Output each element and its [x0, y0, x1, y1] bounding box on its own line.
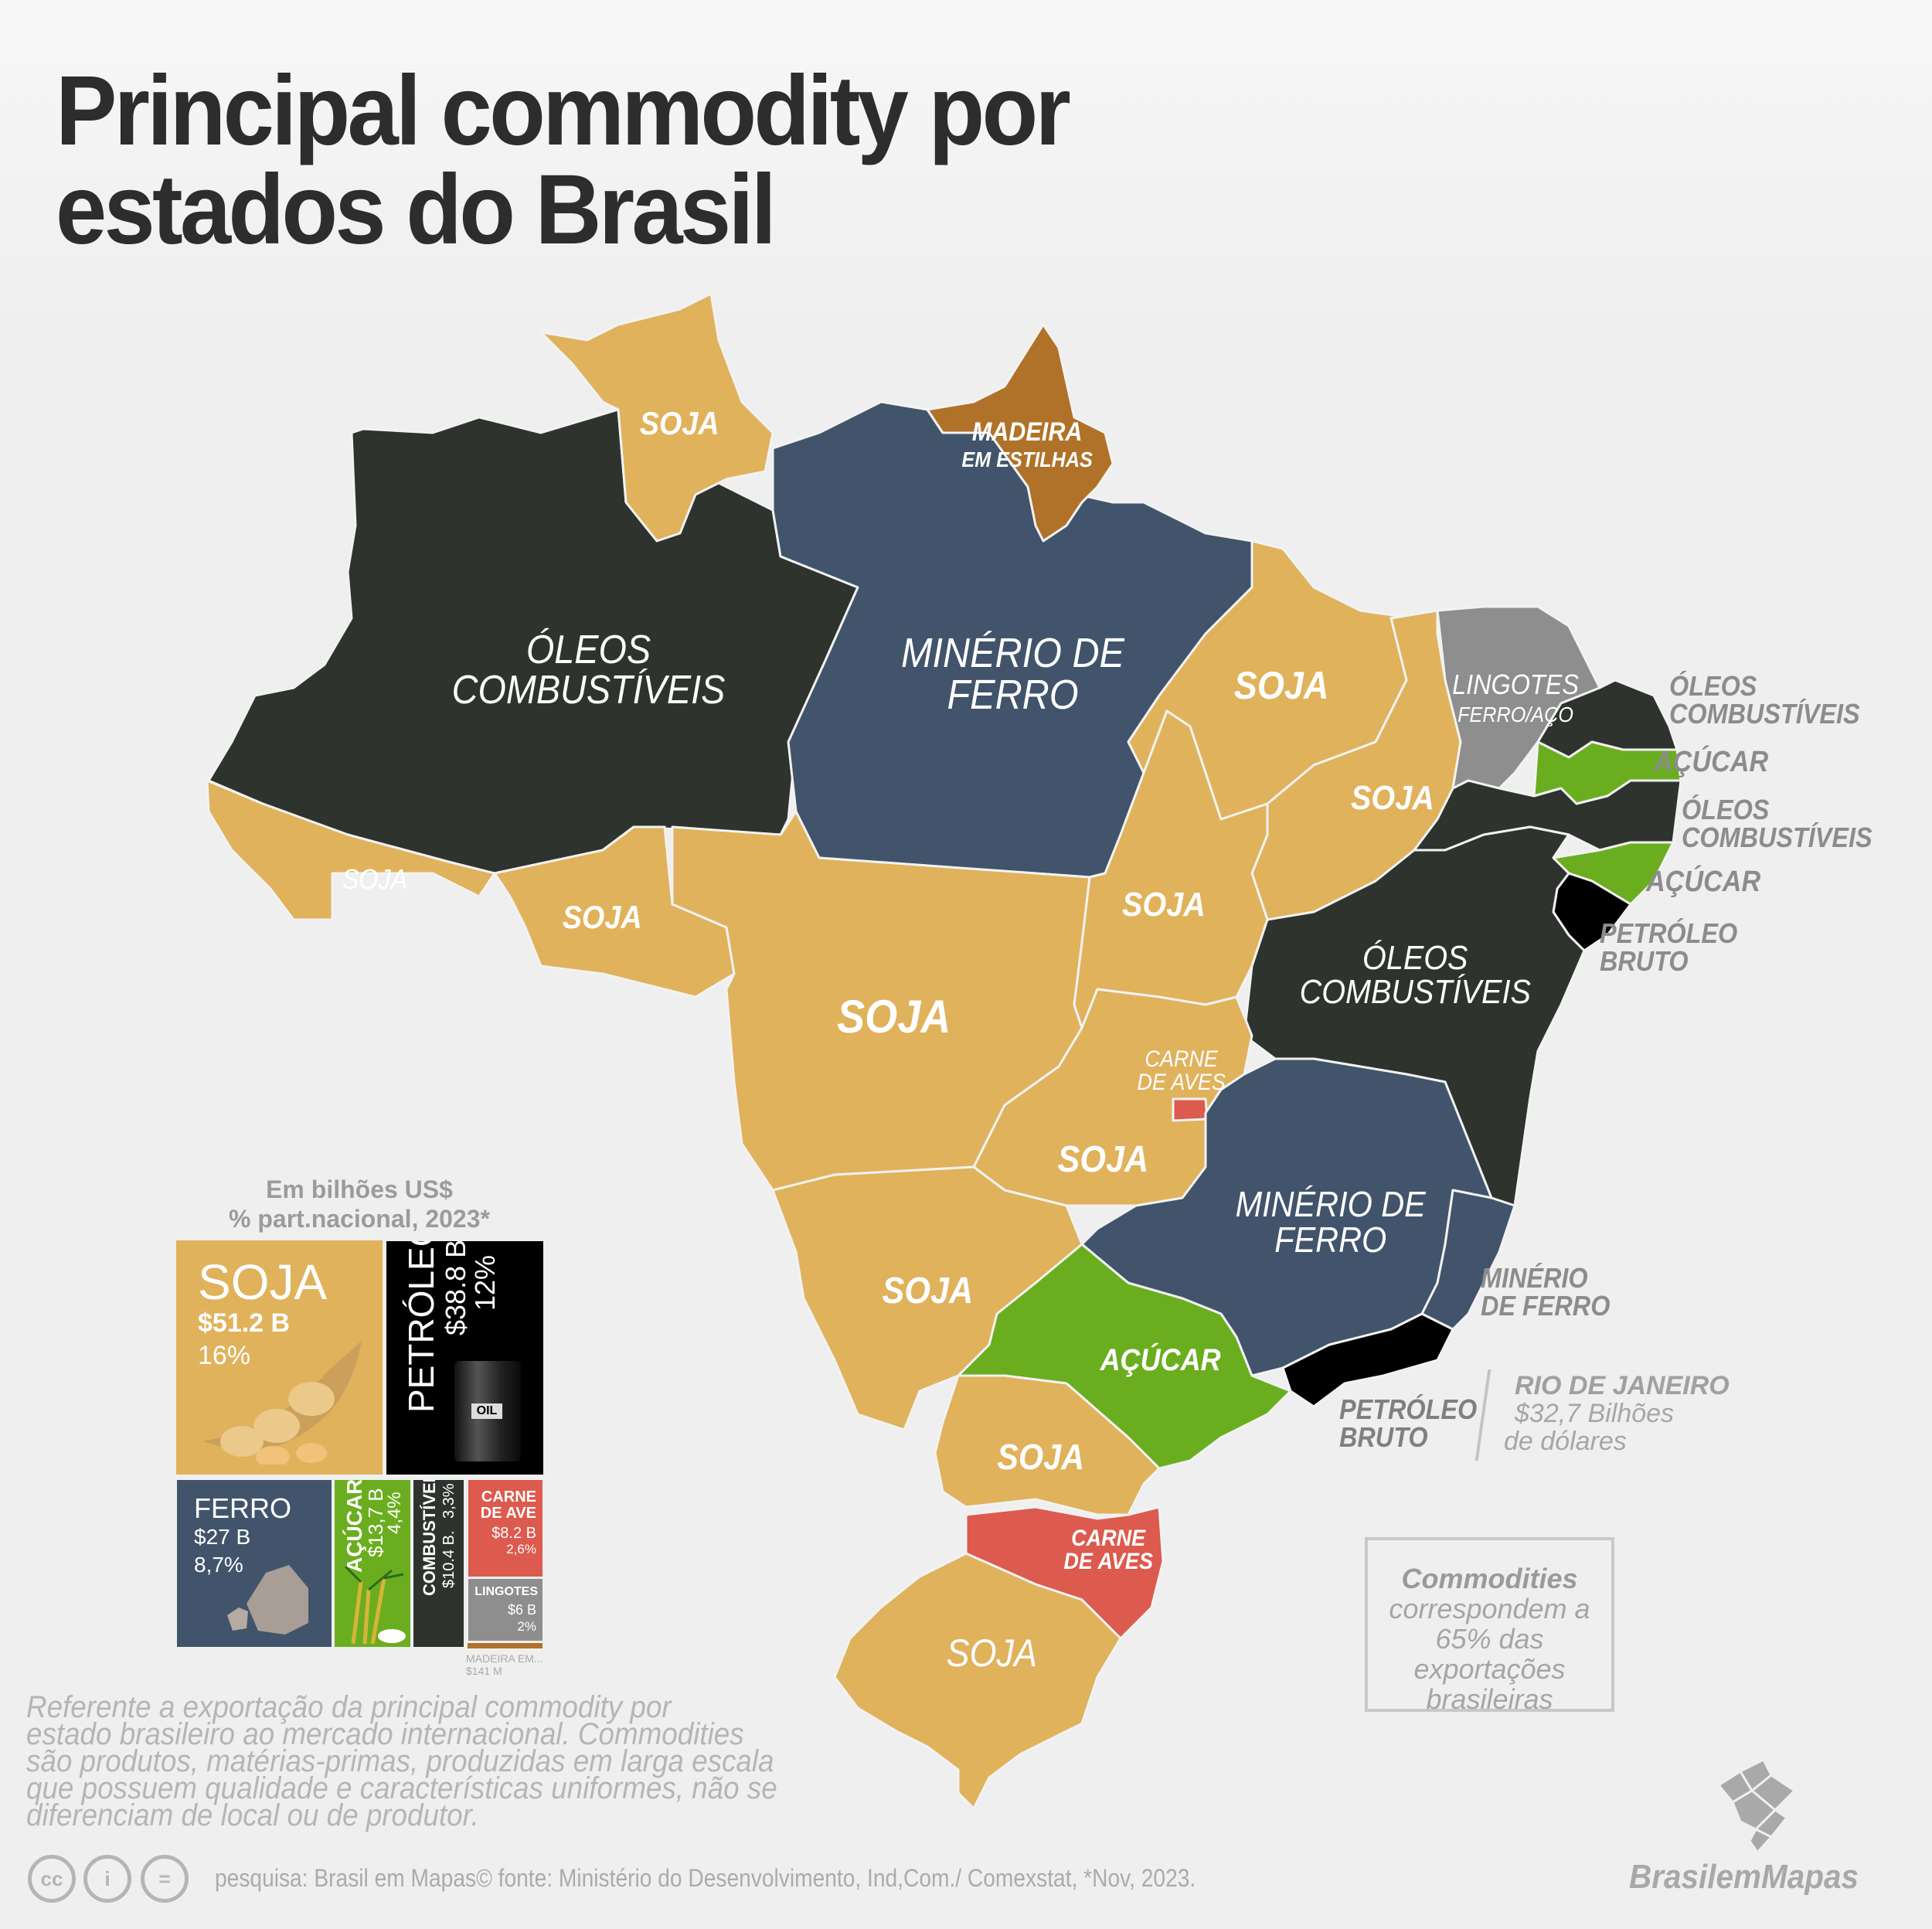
tile-lingotes: LINGOTES $6 B 2%	[468, 1579, 543, 1641]
oil-barrel-icon: OIL	[454, 1361, 521, 1461]
outside-label-es: MINÉRIO DE FERRO	[1481, 1262, 1611, 1322]
outside-label-rn: ÓLEOS COMBUSTÍVEIS	[1669, 670, 1860, 730]
page-title: Principal commodity por estados do Brasi…	[56, 62, 1071, 260]
no-derivatives-icon: =	[141, 1855, 189, 1903]
label-ac: SOJA	[342, 863, 408, 895]
label-ma: SOJA	[1233, 664, 1329, 707]
state-ac	[206, 779, 496, 921]
title-line-1: Principal commodity por	[56, 56, 1071, 166]
state-es	[1420, 1189, 1516, 1331]
label-pi: SOJA	[1350, 779, 1434, 817]
state-ap	[926, 323, 1114, 543]
cc-license-icon: cc	[28, 1855, 76, 1903]
outside-label-pe: ÓLEOS COMBUSTÍVEIS	[1682, 794, 1872, 853]
state-df	[1172, 1097, 1209, 1122]
label-am: ÓLEOS COMBUSTÍVEIS	[451, 628, 726, 713]
tile-petroleo: PETRÓLEO $38.8 B 12% OIL	[386, 1241, 543, 1475]
label-ro: SOJA	[562, 899, 642, 935]
state-ce	[1436, 605, 1601, 790]
label-ap: MADEIRA EM ESTILHAS	[961, 417, 1093, 471]
rio-callout-value: $32,7 Bilhões	[1515, 1399, 1675, 1428]
label-sp: AÇÚCAR	[1100, 1343, 1221, 1377]
state-pr	[934, 1374, 1161, 1516]
rio-callout-unit: de dólares	[1504, 1427, 1627, 1456]
tile-madeira	[468, 1643, 543, 1648]
tile-madeira-label: MADEIRA EM... $141 M	[466, 1652, 543, 1677]
label-rs: SOJA	[946, 1631, 1038, 1675]
explanatory-note: Referente a exportação da principal comm…	[26, 1690, 777, 1832]
tile-ferro: FERRO $27 B 8,7%	[177, 1480, 332, 1647]
sugarcane-icon	[344, 1567, 406, 1644]
tile-carne-de-ave: CARNE DE AVE $8.2 B 2,6%	[468, 1480, 543, 1577]
tile-soja: SOJA $51.2 B 16%	[176, 1240, 383, 1475]
outside-label-pb: AÇÚCAR	[1654, 746, 1769, 778]
outside-label-rj: PETRÓLEO BRUTO	[1339, 1393, 1478, 1453]
brand-logo-text: BrasilemMapas	[1629, 1858, 1859, 1896]
label-df: CARNE DE AVES	[1137, 1046, 1226, 1095]
treemap-header: Em bilhões US$ % part.nacional, 2023*	[229, 1175, 490, 1233]
label-sc: CARNE DE AVES	[1063, 1526, 1153, 1574]
outside-label-se: PETRÓLEO BRUTO	[1600, 917, 1738, 977]
state-rr	[539, 292, 774, 543]
label-ce: LINGOTES FERRO/AÇO	[1452, 669, 1579, 726]
commodities-share-box: Commodities correspondem a 65% das expor…	[1365, 1537, 1614, 1714]
rio-callout-title: RIO DE JANEIRO	[1515, 1371, 1730, 1400]
label-to: SOJA	[1121, 886, 1206, 924]
label-ms: SOJA	[882, 1271, 974, 1312]
state-ro	[493, 825, 736, 999]
tile-acucar: AÇÚCAR $13,7 B 4,4%	[335, 1480, 410, 1647]
label-mg: MINÉRIO DE FERRO	[1235, 1184, 1426, 1260]
label-pa: MINÉRIO DE FERRO	[901, 630, 1124, 718]
rio-callout: RIO DE JANEIRO $32,7 Bilhões de dólares	[1504, 1371, 1730, 1455]
state-rj	[1281, 1312, 1454, 1408]
brasil-em-mapas-logo-icon	[1716, 1757, 1797, 1855]
label-go: SOJA	[1057, 1139, 1149, 1180]
iron-ore-icon	[227, 1565, 308, 1635]
attribution-icon: i	[83, 1855, 131, 1903]
label-mt: SOJA	[837, 991, 951, 1043]
label-rr: SOJA	[639, 405, 719, 441]
soybean-icon	[203, 1341, 362, 1465]
label-pr: SOJA	[997, 1437, 1085, 1477]
label-ba: ÓLEOS COMBUSTÍVEIS	[1299, 939, 1531, 1011]
tile-combustiveis: COMBUSTÍVEIS $10.4 B. 3,3%	[413, 1480, 464, 1647]
source-citation: pesquisa: Brasil em Mapas© fonte: Minist…	[215, 1864, 1196, 1892]
state-rs	[833, 1552, 1122, 1810]
outside-label-al: AÇÚCAR	[1646, 866, 1761, 898]
title-line-2: estados do Brasil	[56, 155, 777, 265]
